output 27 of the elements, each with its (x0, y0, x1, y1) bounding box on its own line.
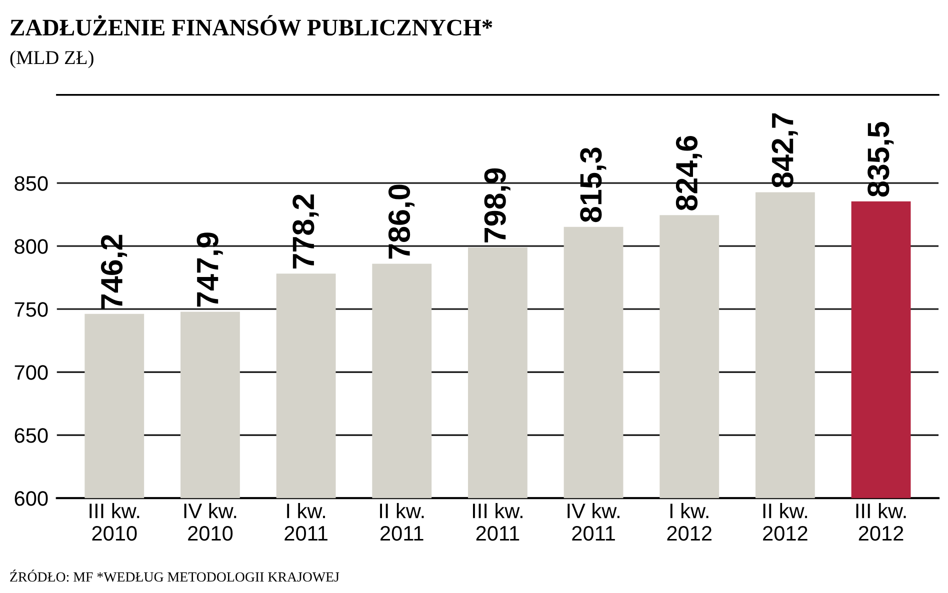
x-tick-label: II kw. 2012 (763, 502, 808, 541)
y-tick-label: 600 (14, 491, 48, 506)
x-tick-label: III kw. 2011 (472, 502, 522, 541)
data-label: 842,7 (772, 113, 798, 188)
y-tick-label: 850 (14, 176, 48, 191)
text: ŹRÓDŁO: MF *WEDŁUG METODOLOGII KRAJOWEJ (10, 570, 340, 582)
y-tick-label: 650 (14, 428, 48, 443)
chart-subtitle: (MLD ZŁ) (10, 50, 94, 68)
chart-title: ZADŁUŻENIE FINANSÓW PUBLICZNYCH* (10, 15, 492, 36)
x-tick-label: I kw. 2012 (667, 502, 712, 541)
x-tick-label: IV kw. 2010 (184, 502, 236, 541)
data-label: 778,2 (292, 194, 319, 268)
data-label: 815,3 (580, 148, 606, 222)
y-tick-label: 750 (14, 302, 48, 317)
data-label: 746,2 (100, 234, 128, 309)
x-tick-label: III kw. 2010 (90, 502, 140, 541)
y-tick-label: 700 (14, 365, 48, 380)
data-label: 798,9 (484, 168, 510, 242)
x-tick-label: III kw. 2012 (856, 502, 906, 541)
x-tick-label: I kw. 2011 (284, 502, 328, 541)
data-label: 824,6 (676, 136, 702, 210)
data-label: 786,0 (388, 184, 414, 259)
x-tick-label: IV kw. 2011 (568, 502, 620, 541)
data-label: 835,5 (868, 122, 894, 197)
x-tick-label: II kw. 2011 (380, 502, 424, 541)
data-label: 747,9 (196, 232, 223, 307)
y-tick-label: 800 (14, 239, 48, 254)
